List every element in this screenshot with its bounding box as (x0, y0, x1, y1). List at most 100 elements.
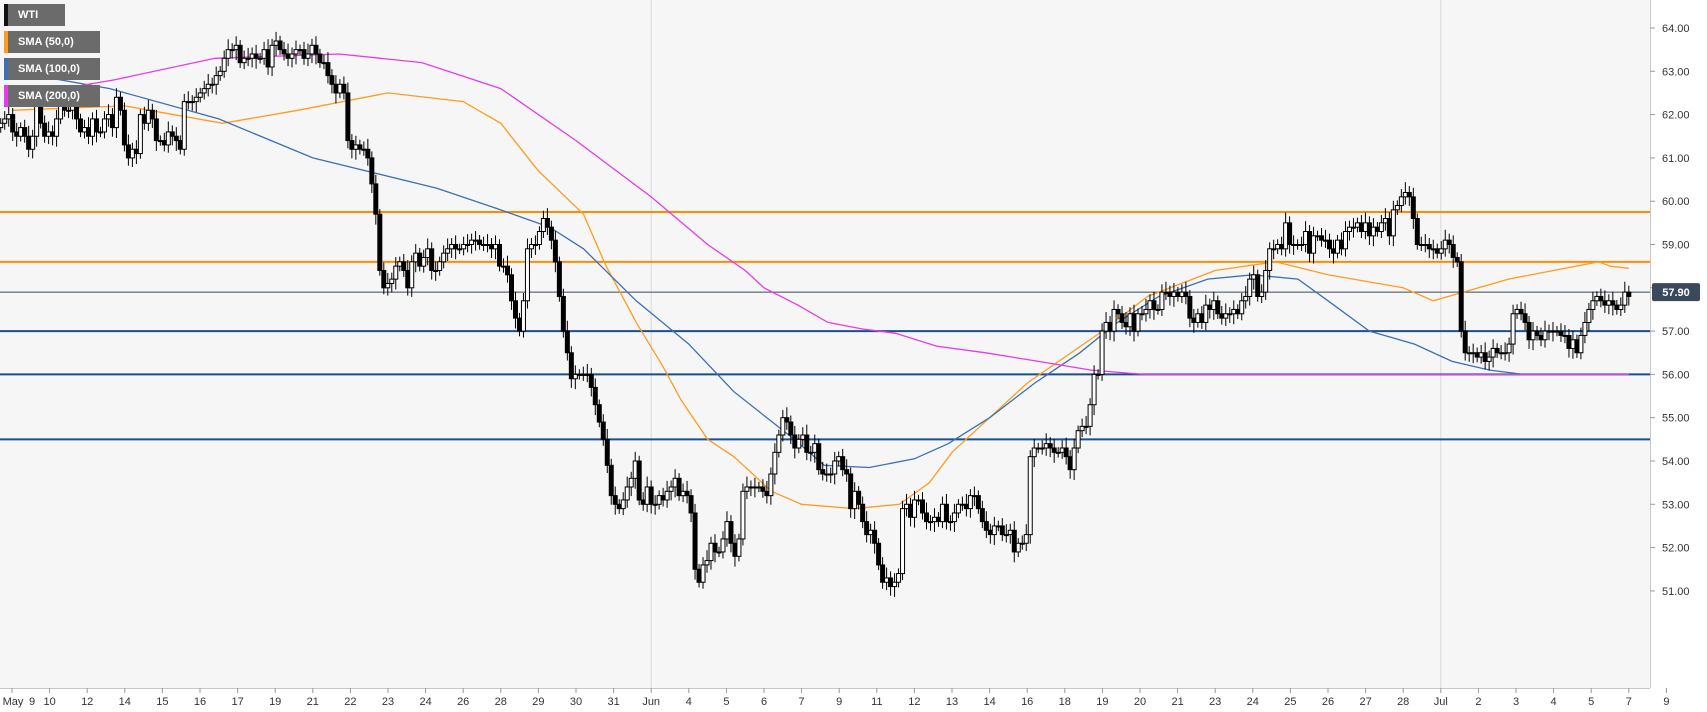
candle-body (987, 529, 993, 536)
candle-body (1095, 373, 1101, 376)
candle-body (1418, 244, 1424, 246)
x-tick-label: 7 (1626, 696, 1632, 708)
legend-item-wti[interactable]: WTI (4, 4, 65, 26)
candle-body (1526, 321, 1532, 341)
candle-body (50, 131, 56, 137)
legend-item-sma50[interactable]: SMA (50,0) (4, 31, 100, 53)
candle-body (1099, 330, 1105, 375)
candle-body (1291, 244, 1297, 246)
candle-body (197, 92, 203, 98)
candle-body (1386, 218, 1392, 237)
candle-body (1394, 205, 1400, 211)
legend-item-sma200[interactable]: SMA (200,0) (4, 85, 100, 107)
candle-body (465, 244, 471, 246)
candle-body (812, 443, 818, 453)
candle-body (1458, 261, 1464, 332)
candle-body (1187, 295, 1193, 319)
candle-body (1530, 330, 1536, 341)
candle-body (856, 490, 862, 505)
candle-body (1446, 239, 1452, 245)
candle-body (141, 114, 147, 124)
candle-body (1111, 308, 1117, 332)
candle-body (133, 148, 139, 155)
candle-body (353, 144, 359, 150)
candle-body (600, 421, 606, 440)
candle-body (1470, 352, 1476, 355)
candle-body (433, 269, 439, 272)
candle-body (528, 244, 534, 250)
x-tick-label: 21 (307, 696, 319, 708)
candle-body (1426, 244, 1432, 250)
x-tick-label: 26 (457, 696, 469, 708)
x-tick-label: 20 (1134, 696, 1146, 708)
candle-body (1135, 313, 1141, 332)
candle-body (604, 438, 610, 466)
candle-body (82, 127, 88, 133)
candle-body (1283, 222, 1289, 250)
candle-body (596, 404, 602, 423)
candle-body (780, 417, 786, 436)
candle-body (536, 231, 542, 245)
candle-body (704, 560, 710, 566)
candle-body (481, 244, 487, 246)
candle-body (405, 269, 411, 289)
candle-body (14, 131, 20, 137)
candle-body (1259, 291, 1265, 297)
candle-body (716, 551, 722, 554)
candle-body (105, 114, 111, 120)
y-tick-label: 57.00 (1662, 326, 1690, 338)
candle-body (1474, 352, 1480, 358)
candle-body (884, 577, 890, 583)
candle-body (1350, 226, 1356, 229)
candle-body (752, 486, 758, 489)
candle-body (425, 248, 431, 258)
legend-item-sma100[interactable]: SMA (100,0) (4, 58, 100, 80)
candle-body (556, 261, 562, 297)
candle-body (608, 464, 614, 497)
candle-body (764, 490, 770, 497)
candle-body (712, 542, 718, 553)
candle-body (708, 542, 714, 562)
candle-body (648, 486, 654, 505)
candle-body (1251, 274, 1257, 280)
candle-body (317, 53, 323, 64)
candle-body (684, 490, 690, 497)
candle-body (1518, 308, 1524, 315)
sma200-line (11, 53, 1629, 376)
candle-body (345, 92, 351, 142)
candle-body (776, 434, 782, 453)
x-tick-label: 6 (761, 696, 767, 708)
candle-body (1466, 352, 1472, 355)
candle-body (971, 495, 977, 498)
candle-body (1342, 231, 1348, 250)
candle-body (912, 499, 918, 518)
candle-body (385, 282, 391, 289)
candle-body (576, 373, 582, 376)
candle-body (540, 218, 546, 233)
candle-body (1023, 534, 1029, 544)
x-tick-label: Jun (642, 696, 660, 708)
x-tick-label: 27 (1359, 696, 1371, 708)
candle-body (676, 477, 682, 497)
candle-body (93, 118, 99, 133)
candle-body (1191, 317, 1197, 323)
legend-label-sma200: SMA (200,0) (18, 90, 80, 102)
candle-body (959, 503, 965, 506)
candle-body (636, 460, 642, 501)
candle-body (864, 521, 870, 536)
candle-body (369, 157, 375, 185)
x-tick-label: 7 (799, 696, 805, 708)
candle-body (1143, 308, 1149, 315)
candle-body (26, 135, 32, 150)
candle-body (1115, 308, 1121, 315)
candle-body (1159, 291, 1165, 310)
candle-body (209, 83, 215, 86)
candle-body (1075, 430, 1081, 449)
candle-body (1303, 231, 1309, 245)
candle-body (660, 495, 666, 501)
candle-body (935, 516, 941, 523)
candle-body (736, 538, 742, 557)
candle-body (1438, 248, 1444, 254)
candle-body (888, 577, 894, 588)
